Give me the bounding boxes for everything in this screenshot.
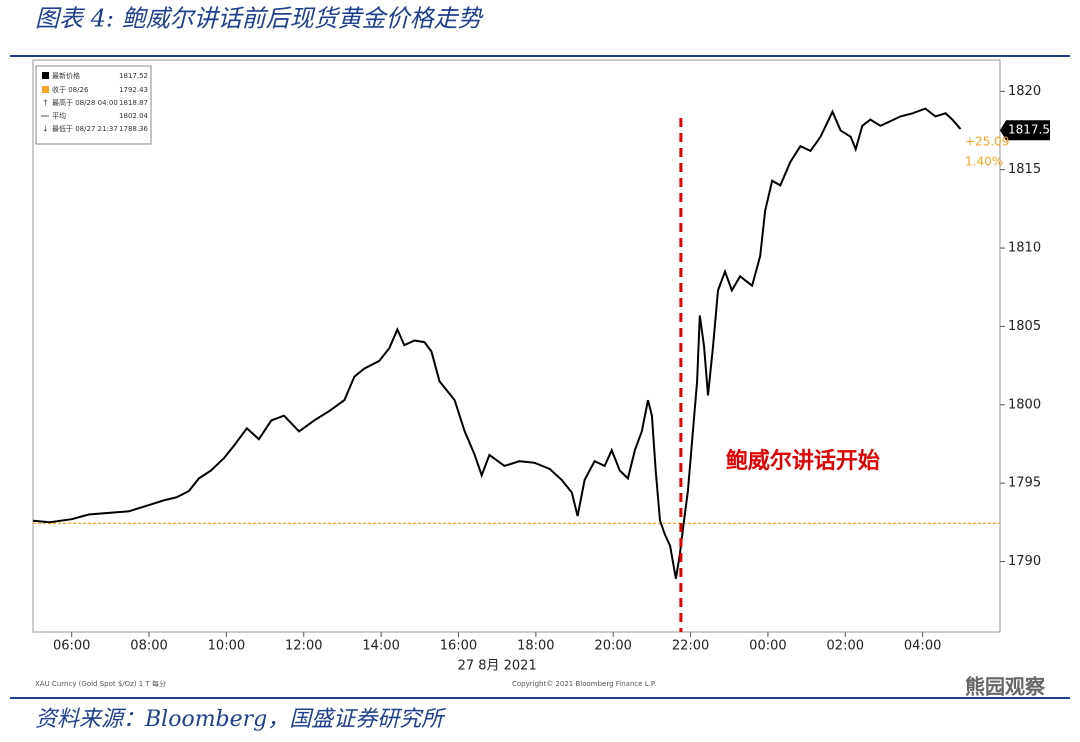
- source-note: 资料来源：Bloomberg，国盛证券研究所: [35, 707, 446, 732]
- y-tick-label: 1790: [1008, 554, 1041, 569]
- y-tick-label: 1815: [1008, 162, 1041, 177]
- last-value-label: 1817.52: [1008, 123, 1058, 137]
- watermark: 熊园观察: [965, 675, 1046, 699]
- legend-label: 最低于 08/27 21:37: [52, 124, 118, 133]
- legend-icon: ↑: [42, 99, 49, 108]
- legend-value: 1818.87: [119, 99, 148, 107]
- last-value-tag: [1000, 120, 1050, 141]
- x-tick-label: 04:00: [904, 639, 941, 654]
- page-title: 图表 4: 鲍威尔讲话前后现货黄金价格走势: [35, 5, 484, 33]
- x-tick-label: 12:00: [285, 639, 322, 654]
- y-tick-label: 1795: [1008, 476, 1041, 491]
- legend-value: 1792.43: [119, 86, 148, 94]
- y-tick-label: 1810: [1008, 241, 1041, 256]
- plot-frame: [32, 59, 1001, 633]
- x-tick-label: 10:00: [208, 639, 245, 654]
- legend-box: [35, 65, 152, 145]
- y-tick-label: 1805: [1008, 319, 1041, 334]
- x-tick-label: 00:00: [749, 639, 786, 654]
- legend-icon: ↓: [42, 125, 49, 134]
- x-tick-label: 18:00: [517, 639, 554, 654]
- change-label: 1.40%: [965, 155, 1003, 169]
- x-tick-label: 06:00: [53, 639, 90, 654]
- x-tick-label: 16:00: [440, 639, 477, 654]
- footer-left: XAU Curncy (Gold Spot $/Oz) 1 T 每分: [35, 679, 166, 688]
- footer-right: Copyright© 2021 Bloomberg Finance L.P.: [512, 680, 656, 688]
- legend-label: 平均: [52, 111, 66, 120]
- legend-label: 最高于 08/28 04:00: [52, 98, 118, 107]
- x-tick-label: 02:00: [827, 639, 864, 654]
- legend-value: 1788.36: [119, 125, 148, 133]
- change-label: +25.09: [965, 135, 1009, 149]
- event-label: 鲍威尔讲话开始: [726, 448, 880, 474]
- legend-swatch: [42, 72, 49, 79]
- x-tick-label: 20:00: [594, 639, 631, 654]
- legend-value: 1802.04: [119, 112, 148, 120]
- legend-label: 收于 08/26: [52, 85, 89, 94]
- y-tick-label: 1800: [1008, 397, 1041, 412]
- x-tick-label: 08:00: [130, 639, 167, 654]
- legend-value: 1817.52: [119, 72, 148, 80]
- y-tick-label: 1820: [1008, 84, 1041, 99]
- price-line: [32, 107, 962, 579]
- x-axis-label: 27 8月 2021: [458, 659, 537, 674]
- x-tick-label: 22:00: [672, 639, 709, 654]
- legend-label: 最新价格: [52, 71, 80, 80]
- legend-swatch: [42, 86, 49, 93]
- x-tick-label: 14:00: [362, 639, 399, 654]
